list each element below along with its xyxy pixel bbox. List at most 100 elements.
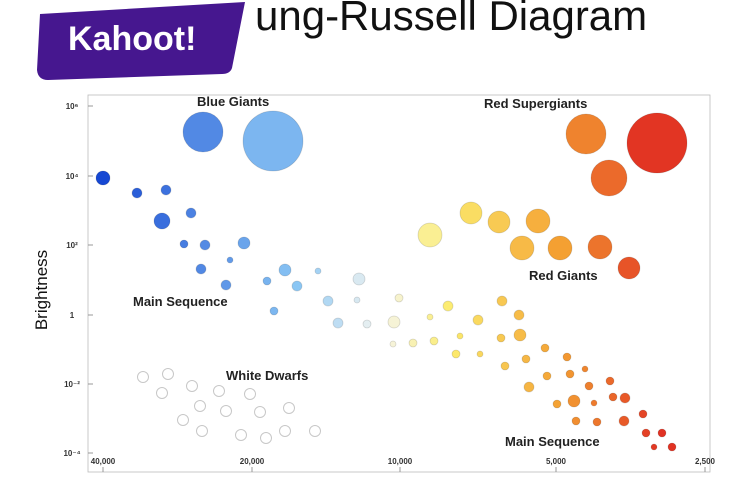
region-label: Main Sequence [133, 294, 228, 309]
star [542, 371, 552, 381]
white-dwarf [254, 406, 266, 418]
star [657, 428, 667, 438]
star [291, 280, 303, 292]
star [353, 296, 361, 304]
star [513, 309, 525, 321]
star [262, 276, 272, 286]
region-label: White Dwarfs [226, 368, 308, 383]
kahoot-logo: Kahoot! [37, 2, 245, 80]
star [567, 394, 581, 408]
star [362, 319, 372, 329]
star [160, 184, 172, 196]
white-dwarf [162, 368, 174, 380]
white-dwarf [279, 425, 291, 437]
star [547, 235, 573, 261]
slide-title: ung-Russell Diagram [255, 0, 647, 39]
star [442, 300, 454, 312]
star [95, 170, 111, 186]
white-dwarf [220, 405, 232, 417]
x-tick-label: 40,000 [91, 457, 116, 466]
star [667, 442, 677, 452]
y-tick-label: 10⁶ [66, 102, 79, 111]
white-dwarf [244, 388, 256, 400]
star [513, 328, 527, 342]
star [426, 313, 434, 321]
star [584, 381, 594, 391]
star [476, 350, 484, 358]
white-dwarf [260, 432, 272, 444]
star [496, 333, 506, 343]
white-dwarf [194, 400, 206, 412]
white-dwarf [177, 414, 189, 426]
star [456, 332, 464, 340]
star [565, 113, 607, 155]
white-dwarf [186, 380, 198, 392]
star [459, 201, 483, 225]
star [525, 208, 551, 234]
x-tick-label: 10,000 [388, 457, 413, 466]
star [408, 338, 418, 348]
white-dwarf [213, 385, 225, 397]
logo-text: Kahoot! [68, 20, 196, 58]
star [587, 234, 613, 260]
star [509, 235, 535, 261]
star [314, 267, 322, 275]
y-tick-label: 10² [66, 241, 78, 250]
region-label: Main Sequence [505, 434, 600, 449]
star [487, 210, 511, 234]
white-dwarf [156, 387, 168, 399]
y-tick-label: 10⁻⁴ [63, 449, 80, 458]
star [242, 110, 304, 172]
x-tick-label: 2,500 [695, 457, 716, 466]
star [581, 365, 589, 373]
star [618, 415, 630, 427]
star [590, 159, 628, 197]
star [521, 354, 531, 364]
star [332, 317, 344, 329]
star [195, 263, 207, 275]
x-tick-label: 5,000 [546, 457, 567, 466]
white-dwarf [235, 429, 247, 441]
x-tick-label: 20,000 [240, 457, 265, 466]
star [523, 381, 535, 393]
white-dwarf [137, 371, 149, 383]
star [496, 295, 508, 307]
star [199, 239, 211, 251]
logo-badge [37, 2, 245, 80]
star [237, 236, 251, 250]
star [592, 417, 602, 427]
star [472, 314, 484, 326]
star [185, 207, 197, 219]
star [605, 376, 615, 386]
star [562, 352, 572, 362]
star [389, 340, 397, 348]
star [540, 343, 550, 353]
star [619, 392, 631, 404]
white-dwarf [283, 402, 295, 414]
region-label: Blue Giants [197, 94, 269, 109]
region-label: Red Supergiants [484, 96, 587, 111]
star [608, 392, 618, 402]
star [565, 369, 575, 379]
star [552, 399, 562, 409]
star [394, 293, 404, 303]
y-tick-label: 1 [70, 311, 75, 320]
star [500, 361, 510, 371]
star [429, 336, 439, 346]
star [220, 279, 232, 291]
star [322, 295, 334, 307]
star [387, 315, 401, 329]
star [269, 306, 279, 316]
star [641, 428, 651, 438]
white-dwarf [196, 425, 208, 437]
star [226, 256, 234, 264]
star [131, 187, 143, 199]
star [278, 263, 292, 277]
y-tick-label: 10⁻² [64, 380, 80, 389]
star [153, 212, 171, 230]
star [626, 112, 688, 174]
region-label: Red Giants [529, 268, 598, 283]
stars [95, 110, 688, 452]
star [571, 416, 581, 426]
